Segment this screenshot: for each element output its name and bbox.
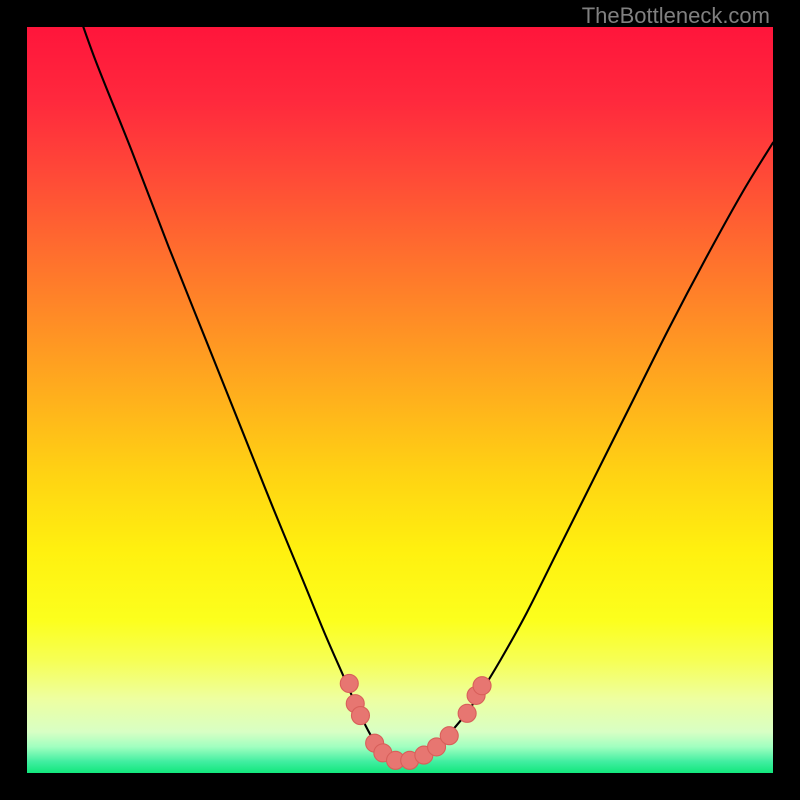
bottleneck-curve bbox=[68, 27, 773, 762]
data-marker bbox=[340, 674, 358, 692]
plot-area bbox=[27, 27, 773, 773]
data-marker bbox=[351, 707, 369, 725]
data-markers-group bbox=[340, 674, 491, 769]
data-marker bbox=[440, 727, 458, 745]
chart-frame: TheBottleneck.com bbox=[0, 0, 800, 800]
data-marker bbox=[458, 704, 476, 722]
chart-svg-overlay bbox=[27, 27, 773, 773]
watermark-text: TheBottleneck.com bbox=[582, 3, 770, 29]
data-marker bbox=[473, 677, 491, 695]
